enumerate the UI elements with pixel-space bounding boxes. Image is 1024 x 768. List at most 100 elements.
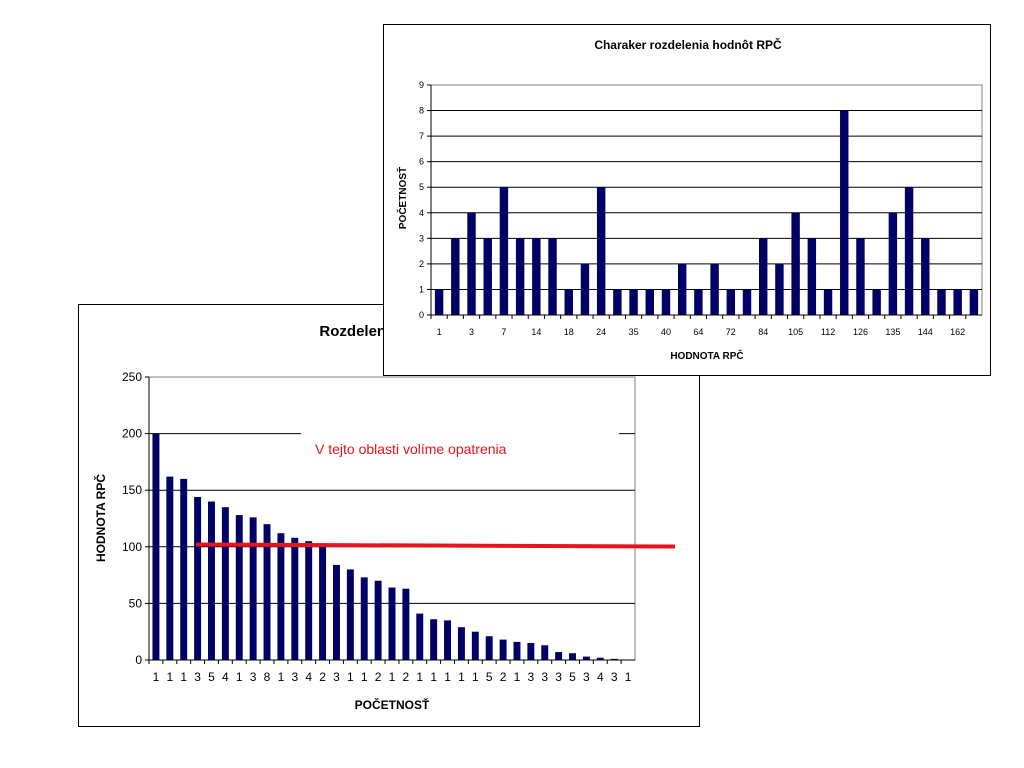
x-tick-label: 5 [569, 670, 576, 684]
x-tick-label: 1 [458, 670, 465, 684]
x-tick-label: 1 [416, 670, 423, 684]
x-tick-label: 135 [885, 327, 900, 337]
x-tick-label: 2 [403, 670, 410, 684]
y-tick-label: 1 [419, 284, 424, 294]
bar [402, 588, 410, 660]
x-tick-label: 1 [361, 670, 368, 684]
x-tick-label: 1 [389, 670, 396, 684]
x-tick-label: 1 [444, 670, 451, 684]
bar [305, 541, 313, 660]
bar [208, 501, 215, 660]
x-tick-label: 1 [430, 670, 437, 684]
x-tick-label: 126 [853, 327, 868, 337]
x-tick-label: 3 [194, 670, 201, 684]
x-tick-label: 3 [555, 670, 562, 684]
bar [937, 289, 946, 315]
bar [610, 658, 618, 660]
x-tick-label: 4 [597, 670, 604, 684]
bar [823, 289, 833, 315]
x-tick-label: 1 [625, 670, 632, 684]
bar-chart-frequency: Charaker rozdelenia hodnôt RPČ HODNOTA R… [396, 37, 983, 362]
bar [346, 569, 354, 660]
x-tick-label: 2 [500, 670, 507, 684]
bar [555, 652, 563, 660]
x-tick-label: 1 [472, 670, 479, 684]
bar [249, 517, 257, 660]
bar [444, 620, 452, 660]
bar [416, 613, 424, 660]
bar [953, 289, 962, 315]
x-tick-label: 1 [180, 670, 187, 684]
y-tick-label: 0 [419, 310, 424, 320]
x-tick-label: 5 [208, 670, 215, 684]
threshold-line [195, 542, 676, 549]
x-tick-label: 1 [166, 670, 173, 684]
y-tick-label: 4 [419, 208, 424, 218]
x-tick-label: 112 [821, 327, 835, 337]
bar [726, 289, 736, 315]
x-axis-label: POČETNOSŤ [355, 697, 430, 712]
y-tick-label: 8 [419, 106, 424, 116]
bar [277, 533, 285, 660]
x-tick-label: 84 [758, 327, 768, 337]
bar [332, 564, 340, 660]
plot-area [430, 84, 983, 316]
bar [194, 496, 202, 660]
bar [515, 238, 525, 315]
x-tick-label: 14 [531, 327, 541, 337]
x-tick-label: 8 [264, 670, 271, 684]
x-tick-label: 1 [236, 670, 243, 684]
bar [694, 289, 703, 315]
x-tick-label: 105 [788, 327, 803, 337]
y-tick-label: 7 [419, 131, 424, 141]
x-tick-label: 1 [514, 670, 521, 684]
bar [904, 187, 914, 315]
y-tick-label: 200 [122, 427, 142, 441]
bar [840, 110, 849, 315]
x-axis-label: HODNOTA RPČ [670, 349, 743, 362]
bar [513, 641, 521, 660]
y-tick-label: 0 [135, 653, 142, 667]
bar-chart-rpc-values: Rozdelenie POČETNOSŤ HODNOTA RPČ 0 50 100 1… [93, 323, 676, 712]
bar [483, 238, 492, 315]
bar [471, 631, 479, 660]
x-tick-label: 3 [541, 670, 548, 684]
bar [582, 656, 590, 660]
bar [661, 289, 671, 315]
bar [856, 238, 865, 315]
x-tick-label: 2 [319, 670, 326, 684]
x-tick-label: 5 [486, 670, 493, 684]
y-tick-label: 150 [122, 483, 142, 497]
bar [152, 433, 160, 660]
bar [645, 289, 654, 315]
y-tick-label: 250 [122, 370, 142, 384]
bar [221, 507, 229, 660]
x-tick-label: 1 [437, 327, 442, 337]
x-tick-label: 2 [375, 670, 382, 684]
bar [629, 289, 638, 315]
bar [180, 478, 188, 660]
bar [499, 187, 509, 315]
bar [430, 619, 438, 660]
x-tick-label: 40 [661, 327, 671, 337]
x-tick-label: 3 [250, 670, 257, 684]
chart-title: Rozdelenie [319, 323, 398, 340]
x-tick-label: 4 [222, 670, 229, 684]
y-tick-label: 50 [129, 596, 143, 610]
bar [791, 212, 800, 315]
x-tick-label: 64 [693, 327, 703, 337]
bar [921, 238, 930, 315]
bar [263, 524, 271, 660]
x-tick-label: 162 [950, 327, 965, 337]
x-tick-label: 24 [596, 327, 606, 337]
bar [569, 653, 576, 660]
x-tick-label: 3 [528, 670, 535, 684]
y-axis-label: POČETNOSŤ [396, 167, 409, 229]
bar [541, 645, 549, 660]
bar [467, 212, 476, 315]
bar [807, 238, 817, 315]
x-tick-label: 72 [726, 327, 736, 337]
x-tick-label: 3 [291, 670, 298, 684]
bar [872, 289, 881, 315]
bar [742, 289, 752, 315]
